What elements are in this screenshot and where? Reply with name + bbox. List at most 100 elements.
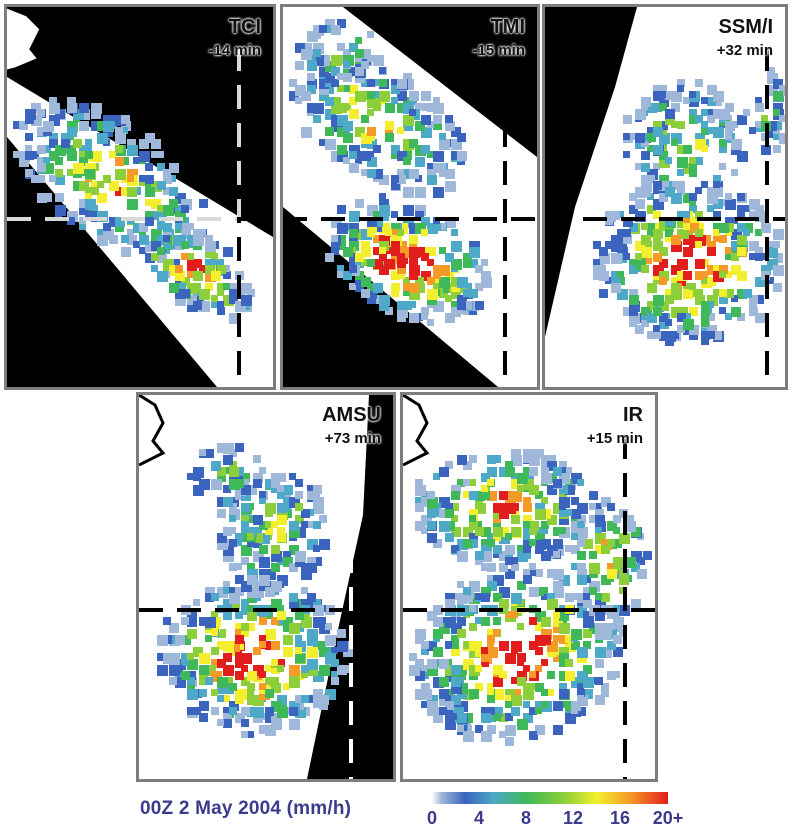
rain-pixel (127, 175, 134, 182)
rain-pixel (725, 103, 734, 112)
rain-pixel (421, 91, 431, 101)
rain-pixel (337, 205, 346, 214)
rain-pixel (265, 677, 273, 685)
rain-pixel (439, 677, 449, 687)
rain-pixel (517, 485, 524, 492)
rain-pixel (205, 677, 213, 685)
rain-pixel (665, 115, 675, 125)
rain-pixel (541, 689, 548, 696)
rain-pixel (37, 127, 46, 136)
rain-pixel (253, 479, 262, 488)
rain-pixel (253, 527, 262, 536)
rain-pixel (397, 91, 407, 101)
rain-pixel (493, 509, 503, 519)
rain-pixel (127, 187, 137, 197)
rain-pixel (199, 289, 210, 300)
rain-pixel (481, 593, 490, 602)
rain-pixel (535, 533, 542, 540)
rain-pixel (241, 665, 248, 672)
rain-pixel (193, 283, 201, 291)
rain-pixel (535, 725, 545, 735)
rain-pixel (725, 121, 735, 131)
rain-pixel (439, 223, 446, 230)
rain-pixel (97, 133, 108, 144)
rain-pixel (469, 533, 478, 542)
rain-pixel (157, 235, 167, 245)
rain-pixel (427, 247, 436, 256)
rain-pixel (319, 641, 326, 648)
rain-pixel (457, 277, 468, 288)
rain-pixel (403, 145, 412, 154)
rain-pixel (193, 295, 204, 306)
rain-pixel (367, 109, 374, 116)
rain-pixel (547, 569, 556, 578)
rain-pixel (325, 647, 336, 658)
rain-pixel (487, 713, 496, 722)
tci-label: TCI -14 min (208, 15, 261, 60)
rain-pixel (313, 545, 320, 552)
rain-pixel (361, 259, 368, 266)
rain-pixel (617, 229, 627, 239)
rain-pixel (355, 259, 364, 268)
rain-pixel (653, 211, 661, 219)
rain-pixel (181, 277, 190, 286)
rain-pixel (577, 569, 587, 579)
rain-pixel (635, 259, 646, 270)
rain-pixel (577, 533, 587, 543)
rain-pixel (97, 121, 107, 131)
rain-pixel (677, 79, 685, 87)
rain-pixel (463, 527, 473, 537)
rain-pixel (719, 139, 727, 147)
rain-pixel (577, 539, 585, 547)
rain-pixel (529, 449, 539, 459)
rain-pixel (241, 521, 249, 529)
rain-pixel (571, 521, 578, 528)
rain-pixel (337, 73, 344, 80)
rain-pixel (391, 211, 398, 218)
rain-pixel (241, 599, 249, 607)
rain-pixel (313, 103, 324, 114)
rain-pixel (265, 629, 276, 640)
rain-pixel (469, 301, 479, 311)
rain-pixel (601, 623, 610, 632)
rain-pixel (481, 659, 489, 667)
rain-pixel (391, 85, 400, 94)
rain-pixel (623, 151, 630, 158)
rain-pixel (613, 557, 624, 568)
rain-pixel (223, 485, 231, 493)
rain-pixel (451, 491, 460, 500)
rain-pixel (289, 563, 298, 572)
rain-pixel (683, 217, 690, 224)
rain-pixel (241, 479, 249, 487)
rain-pixel (731, 241, 741, 251)
rain-pixel (223, 611, 232, 620)
rain-pixel (181, 617, 189, 625)
rain-pixel (457, 719, 468, 730)
rain-pixel (511, 479, 521, 489)
rain-pixel (361, 247, 371, 257)
rain-pixel (277, 509, 288, 520)
rain-pixel (773, 265, 784, 276)
rain-pixel (193, 235, 204, 246)
colorbar-tick-20: 20+ (652, 808, 684, 828)
rain-pixel (121, 115, 130, 124)
rain-pixel (713, 109, 723, 119)
rain-pixel (409, 653, 417, 661)
rain-pixel (737, 247, 746, 256)
rain-pixel (653, 163, 660, 170)
rain-pixel (665, 319, 672, 326)
rain-pixel (617, 211, 624, 218)
rain-pixel (139, 175, 146, 182)
rain-pixel (211, 271, 221, 281)
rain-pixel (163, 175, 172, 184)
rain-pixel (499, 467, 509, 477)
rain-pixel (463, 491, 470, 498)
rain-pixel (253, 551, 264, 562)
rain-pixel (397, 313, 406, 322)
rain-pixel (677, 325, 685, 333)
rain-pixel (659, 217, 670, 228)
rain-pixel (665, 157, 672, 164)
rain-pixel (457, 295, 467, 305)
rain-pixel (79, 109, 90, 120)
rain-pixel (607, 521, 617, 531)
